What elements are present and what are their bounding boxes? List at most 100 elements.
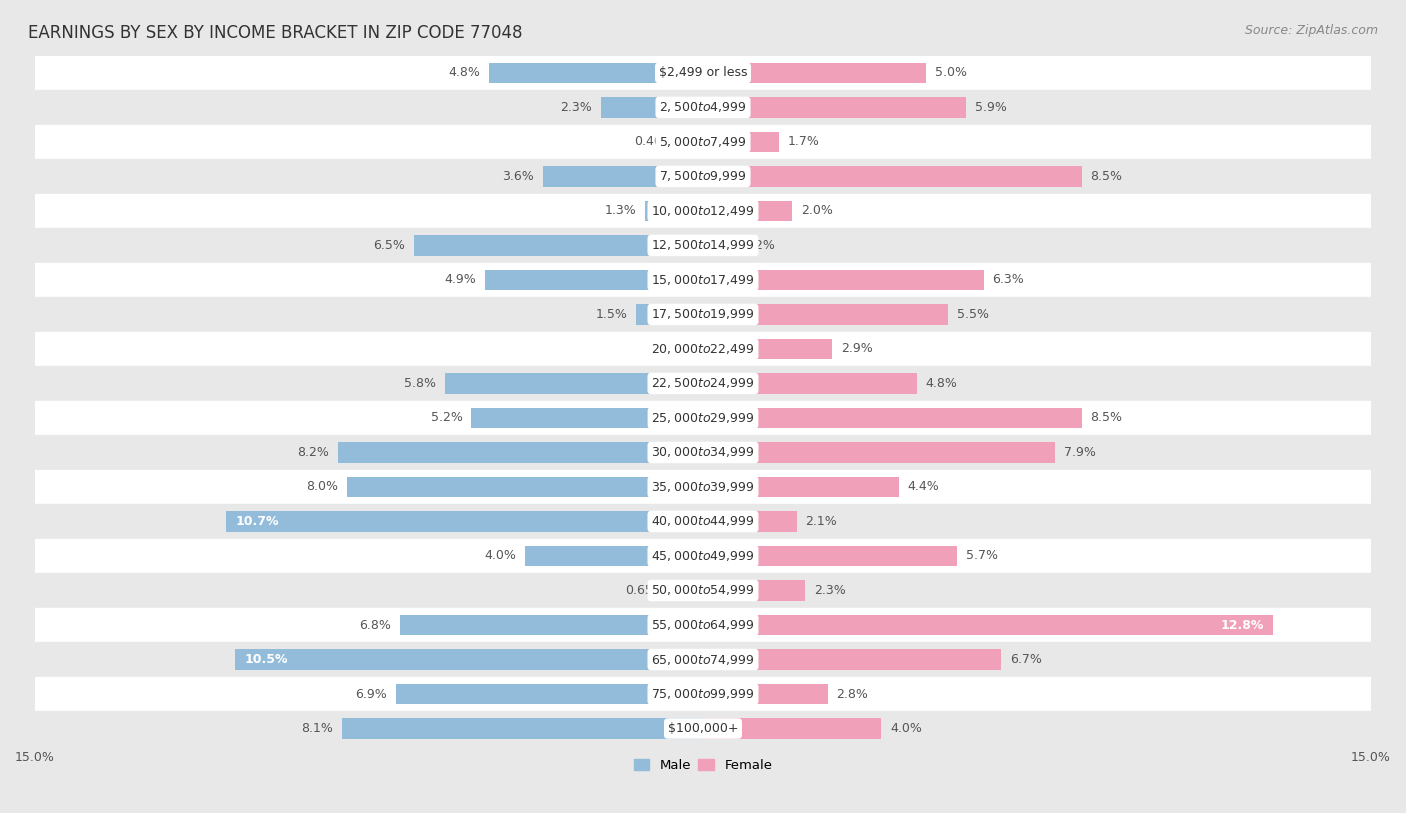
Bar — [35, 435, 1371, 470]
Text: 6.7%: 6.7% — [1011, 653, 1042, 666]
Text: 8.5%: 8.5% — [1091, 411, 1122, 424]
Text: 5.9%: 5.9% — [974, 101, 1007, 114]
Bar — [35, 263, 1371, 298]
Text: 0.52%: 0.52% — [735, 239, 775, 252]
Text: $50,000 to $54,999: $50,000 to $54,999 — [651, 584, 755, 598]
Bar — [543, 166, 703, 187]
Bar — [35, 332, 1371, 366]
Text: 8.1%: 8.1% — [301, 722, 333, 735]
Legend: Male, Female: Male, Female — [628, 754, 778, 777]
Bar — [35, 642, 1371, 676]
Text: $35,000 to $39,999: $35,000 to $39,999 — [651, 480, 755, 494]
Text: 2.3%: 2.3% — [560, 101, 592, 114]
Text: 3.6%: 3.6% — [502, 170, 534, 183]
Bar — [413, 235, 703, 256]
Text: 0.0%: 0.0% — [662, 342, 695, 355]
Bar — [342, 718, 703, 739]
Text: 4.0%: 4.0% — [484, 550, 516, 563]
Text: 0.46%: 0.46% — [634, 136, 673, 149]
Bar — [703, 442, 1054, 463]
Text: 4.8%: 4.8% — [925, 377, 957, 390]
Bar — [524, 546, 703, 567]
Bar — [35, 193, 1371, 228]
Text: 8.5%: 8.5% — [1091, 170, 1122, 183]
Bar — [444, 373, 703, 393]
Text: 7.9%: 7.9% — [1064, 446, 1095, 459]
Text: $25,000 to $29,999: $25,000 to $29,999 — [651, 411, 755, 425]
Bar — [636, 304, 703, 325]
Text: 5.2%: 5.2% — [430, 411, 463, 424]
Text: $100,000+: $100,000+ — [668, 722, 738, 735]
Bar — [703, 511, 797, 532]
Text: $5,000 to $7,499: $5,000 to $7,499 — [659, 135, 747, 149]
Bar — [703, 373, 917, 393]
Bar — [703, 718, 882, 739]
Text: 6.5%: 6.5% — [373, 239, 405, 252]
Text: 6.9%: 6.9% — [356, 688, 387, 701]
Text: 2.0%: 2.0% — [801, 204, 832, 217]
Text: $15,000 to $17,499: $15,000 to $17,499 — [651, 273, 755, 287]
Bar — [35, 539, 1371, 573]
Text: $22,500 to $24,999: $22,500 to $24,999 — [651, 376, 755, 390]
Text: 4.8%: 4.8% — [449, 67, 481, 80]
Bar — [703, 338, 832, 359]
Bar — [703, 615, 1272, 635]
Text: 12.8%: 12.8% — [1220, 619, 1264, 632]
Text: 6.8%: 6.8% — [360, 619, 391, 632]
Text: $12,500 to $14,999: $12,500 to $14,999 — [651, 238, 755, 252]
Text: 4.4%: 4.4% — [908, 480, 939, 493]
Text: $17,500 to $19,999: $17,500 to $19,999 — [651, 307, 755, 321]
Bar — [703, 649, 1001, 670]
Text: $30,000 to $34,999: $30,000 to $34,999 — [651, 446, 755, 459]
Bar — [489, 63, 703, 83]
Text: $10,000 to $12,499: $10,000 to $12,499 — [651, 204, 755, 218]
Bar — [35, 366, 1371, 401]
Bar — [471, 407, 703, 428]
Text: 10.7%: 10.7% — [235, 515, 278, 528]
Text: $20,000 to $22,499: $20,000 to $22,499 — [651, 342, 755, 356]
Text: 1.7%: 1.7% — [787, 136, 820, 149]
Bar — [682, 132, 703, 152]
Text: 5.7%: 5.7% — [966, 550, 998, 563]
Bar — [35, 124, 1371, 159]
Text: 2.1%: 2.1% — [806, 515, 837, 528]
Bar — [35, 159, 1371, 193]
Text: 2.3%: 2.3% — [814, 584, 846, 597]
Text: 5.8%: 5.8% — [404, 377, 436, 390]
Text: Source: ZipAtlas.com: Source: ZipAtlas.com — [1244, 24, 1378, 37]
Bar — [673, 580, 703, 601]
Text: 6.3%: 6.3% — [993, 273, 1024, 286]
Bar — [600, 97, 703, 118]
Text: 5.5%: 5.5% — [957, 308, 988, 321]
Text: 2.9%: 2.9% — [841, 342, 873, 355]
Bar — [35, 676, 1371, 711]
Bar — [703, 304, 948, 325]
Text: 8.0%: 8.0% — [305, 480, 337, 493]
Bar — [703, 132, 779, 152]
Text: 4.9%: 4.9% — [444, 273, 475, 286]
Text: $2,500 to $4,999: $2,500 to $4,999 — [659, 101, 747, 115]
Bar — [35, 711, 1371, 746]
Bar — [347, 476, 703, 498]
Bar — [35, 470, 1371, 504]
Text: 2.8%: 2.8% — [837, 688, 869, 701]
Bar — [703, 166, 1081, 187]
Bar — [703, 63, 925, 83]
Bar — [703, 201, 792, 221]
Text: $65,000 to $74,999: $65,000 to $74,999 — [651, 653, 755, 667]
Text: 10.5%: 10.5% — [245, 653, 288, 666]
Bar — [401, 615, 703, 635]
Bar — [35, 90, 1371, 124]
Text: 4.0%: 4.0% — [890, 722, 922, 735]
Bar — [337, 442, 703, 463]
Text: $2,499 or less: $2,499 or less — [659, 67, 747, 80]
Bar — [703, 684, 828, 704]
Bar — [35, 504, 1371, 539]
Text: 8.2%: 8.2% — [297, 446, 329, 459]
Bar — [703, 476, 898, 498]
Text: 1.3%: 1.3% — [605, 204, 636, 217]
Text: 0.65%: 0.65% — [626, 584, 665, 597]
Bar — [703, 580, 806, 601]
Text: $45,000 to $49,999: $45,000 to $49,999 — [651, 549, 755, 563]
Text: 5.0%: 5.0% — [935, 67, 966, 80]
